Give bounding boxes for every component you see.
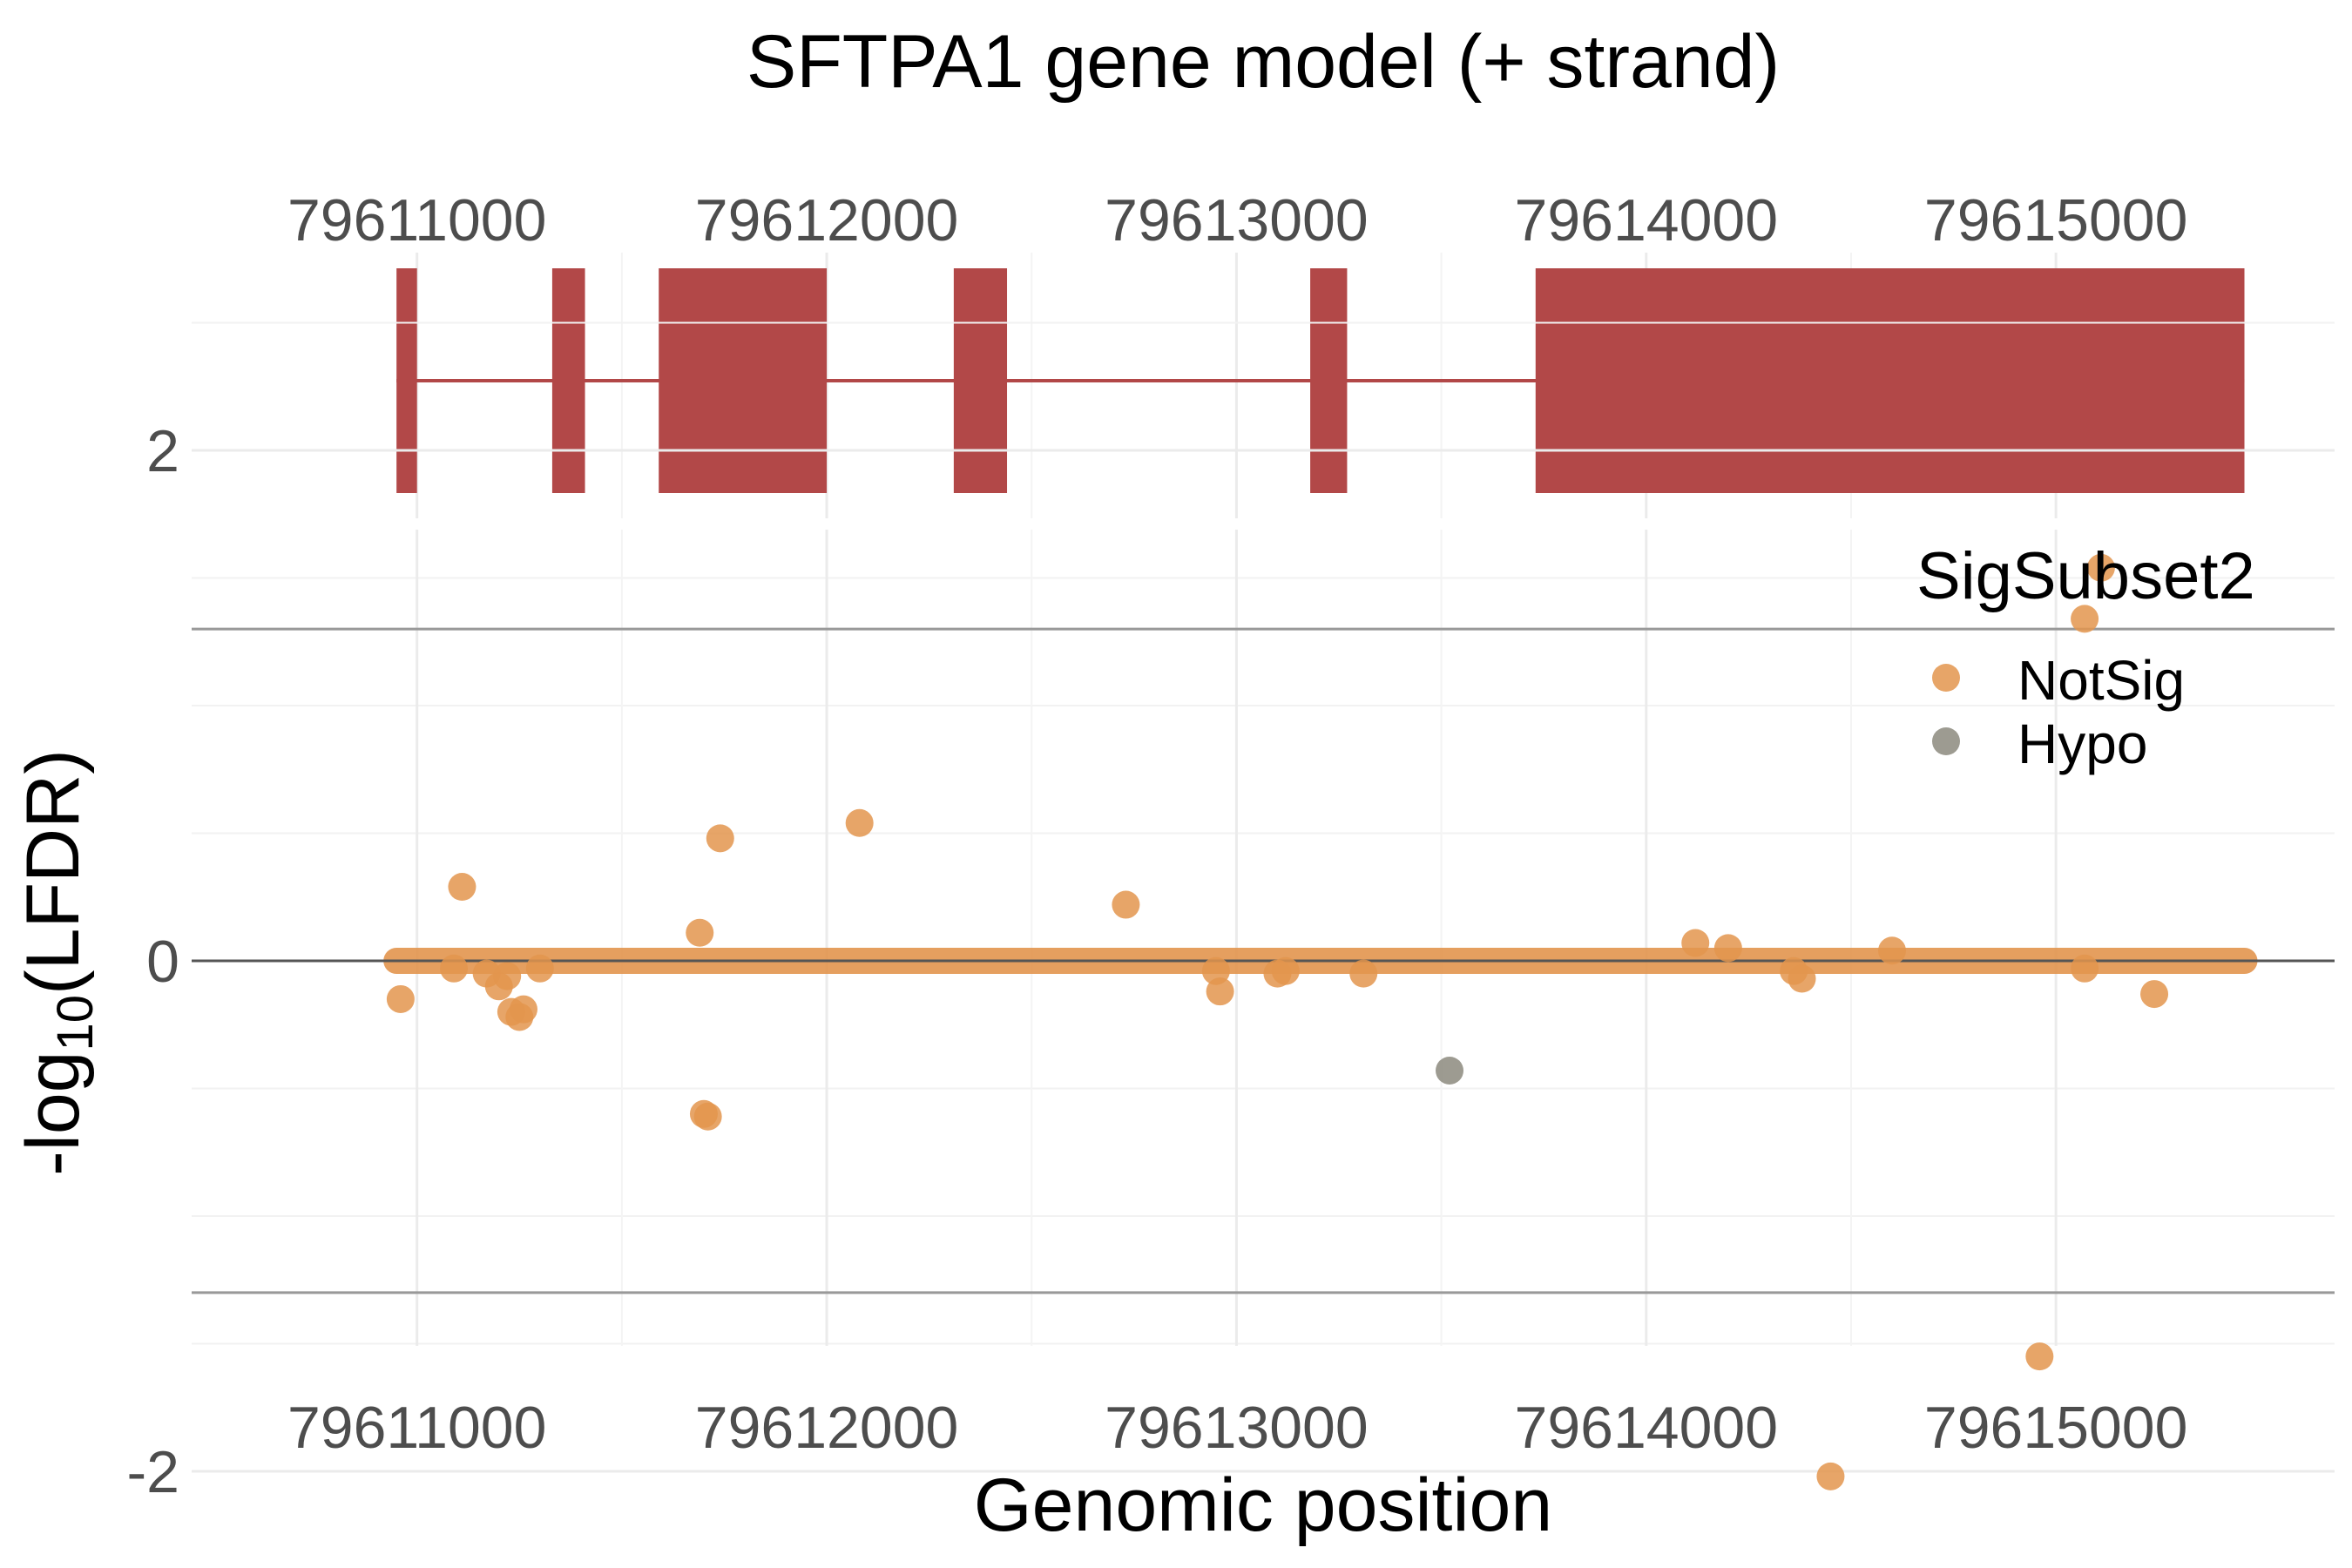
x-axis-title: Genomic position — [974, 1463, 1552, 1547]
y-axis-title-suffix: (LFDR) — [11, 749, 95, 995]
gene-x-tick-label: 79614000 — [1515, 187, 1779, 253]
gene-x-tick-label: 79611000 — [287, 187, 547, 253]
exon-block — [953, 268, 1008, 493]
y-axis-title-subscript: 10 — [47, 995, 104, 1051]
x-tick-label: 79615000 — [1924, 1395, 2188, 1461]
point-notsig — [525, 954, 554, 983]
point-notsig — [2086, 553, 2115, 582]
point-notsig — [693, 1102, 722, 1131]
gene-model-x-tick-labels: 79611000 79612000 79613000 79614000 79615000 — [287, 187, 2187, 253]
x-tick-labels: 79611000 79612000 79613000 79614000 79615000 — [287, 1395, 2187, 1461]
legend-title: SigSubset2 — [1916, 539, 2255, 613]
y-axis-title: -log10(LFDR) — [11, 749, 104, 1176]
point-hypo — [1436, 1056, 1464, 1085]
gene-x-tick-label: 79615000 — [1924, 187, 2188, 253]
exon-block — [1535, 268, 2245, 493]
point-notsig — [1206, 977, 1234, 1006]
point-notsig — [1816, 1462, 1845, 1490]
reference-lines — [192, 627, 2335, 1294]
scatter-panel: -202 79611000 79612000 79613000 79614000 796… — [127, 321, 2335, 1505]
exon-block — [396, 268, 417, 493]
point-notsig — [1112, 890, 1140, 919]
point-notsig — [440, 954, 469, 983]
point-notsig — [686, 918, 714, 947]
scatter-grid — [192, 321, 2335, 1473]
exon-blocks — [396, 268, 2245, 493]
point-notsig — [509, 995, 537, 1024]
y-tick-label: 2 — [146, 418, 179, 484]
legend-label-hypo: Hypo — [2017, 713, 2147, 775]
point-notsig — [845, 808, 874, 837]
point-notsig — [386, 984, 415, 1013]
legend-swatch-notsig — [1932, 664, 1960, 692]
point-notsig — [493, 962, 522, 990]
x-tick-label: 79611000 — [287, 1395, 547, 1461]
legend-swatch-hypo — [1932, 727, 1960, 755]
gene-x-tick-label: 79612000 — [695, 187, 959, 253]
x-tick-label: 79614000 — [1515, 1395, 1779, 1461]
legend-label-notsig: NotSig — [2017, 649, 2185, 712]
scatter-points — [386, 553, 2169, 1490]
point-notsig — [1349, 959, 1378, 988]
point-notsig — [2071, 605, 2099, 633]
y-tick-labels: -2 0 2 — [127, 418, 179, 1505]
y-tick-label: -2 — [127, 1439, 179, 1505]
point-notsig — [1271, 956, 1300, 985]
point-notsig — [2071, 954, 2099, 983]
x-tick-label: 79613000 — [1105, 1395, 1369, 1461]
legend: SigSubset2 NotSig Hypo — [1916, 539, 2255, 775]
y-tick-label: 0 — [146, 929, 179, 995]
exon-block — [551, 268, 585, 493]
point-notsig — [448, 873, 476, 902]
gene-model-panel: 79611000 79612000 79613000 79614000 79615000 — [287, 187, 2245, 518]
exon-block — [659, 268, 828, 493]
point-notsig — [1878, 936, 1907, 965]
point-notsig — [1713, 934, 1742, 963]
point-notsig — [2140, 980, 2169, 1009]
exon-block — [1310, 268, 1348, 493]
point-notsig — [706, 824, 734, 853]
chart-title: SFTPA1 gene model (+ strand) — [747, 20, 1780, 104]
x-tick-label: 79612000 — [695, 1395, 959, 1461]
point-notsig — [2025, 1342, 2054, 1371]
gene-x-tick-label: 79613000 — [1105, 187, 1369, 253]
point-notsig — [1788, 964, 1816, 993]
point-notsig — [1681, 929, 1710, 957]
